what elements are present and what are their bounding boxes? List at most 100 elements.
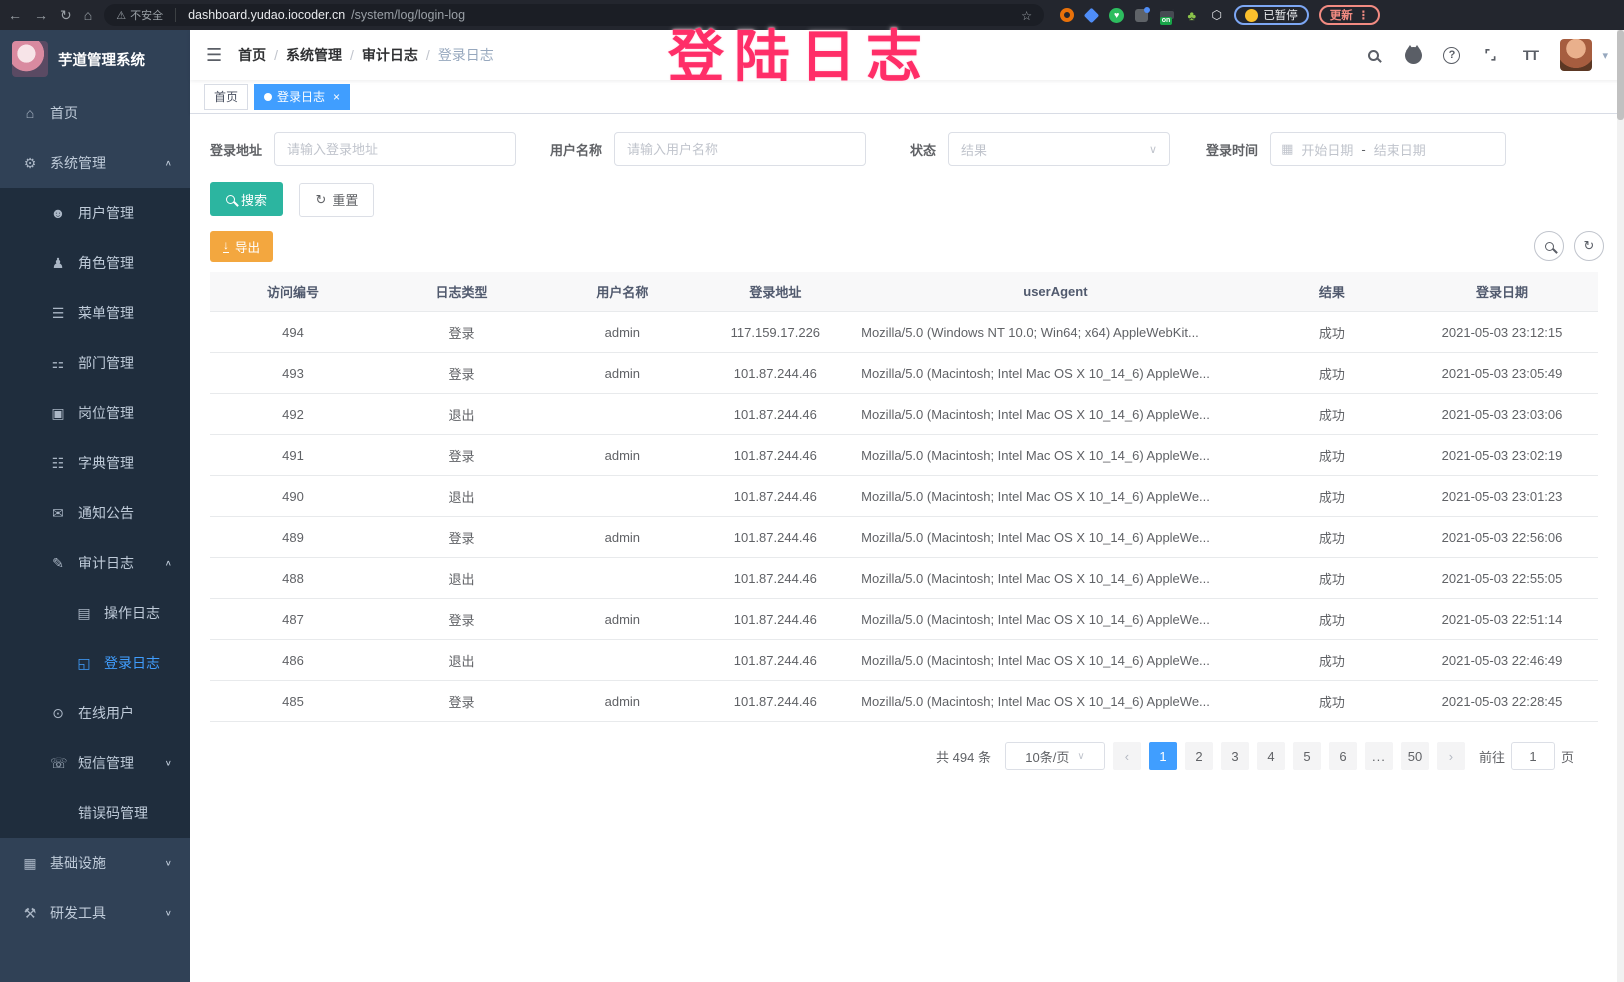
bookmark-star-icon[interactable]: ☆: [1020, 8, 1033, 23]
page-unit-label: 页: [1560, 749, 1574, 765]
extension-leaf-icon[interactable]: ♣: [1187, 7, 1196, 23]
sidebar-item-notice[interactable]: ✉ 通知公告: [0, 488, 190, 538]
help-icon[interactable]: ?: [1443, 46, 1461, 64]
date-range-picker[interactable]: ▦ 开始日期 - 结束日期: [1270, 132, 1507, 166]
browser-reload-icon[interactable]: ↻: [60, 7, 72, 23]
security-warning[interactable]: ⚠ 不安全: [116, 9, 164, 23]
page-button-1[interactable]: 1: [1148, 742, 1177, 770]
sidebar-item-dev-tools[interactable]: ⚒ 研发工具 ∨: [0, 888, 190, 938]
sidebar-item-post-mgmt[interactable]: ▣ 岗位管理: [0, 388, 190, 438]
sidebar-item-label: 菜单管理: [78, 305, 134, 321]
table-cell: 101.87.244.46: [697, 516, 854, 558]
page-button-6[interactable]: 6: [1328, 742, 1357, 770]
table-cell: 成功: [1257, 680, 1407, 722]
page-button-50[interactable]: 50: [1400, 742, 1429, 770]
page-size-select[interactable]: 10条/页 ∨: [1004, 742, 1105, 770]
dept-icon: ⚏: [51, 354, 65, 371]
table-cell: 成功: [1257, 598, 1407, 640]
login-log-icon: ◱: [77, 654, 91, 671]
app-logo-row[interactable]: 芋道管理系统: [0, 30, 190, 88]
table-cell: 成功: [1257, 434, 1407, 476]
sidebar-item-label: 系统管理: [50, 155, 106, 171]
sidebar-item-audit-log[interactable]: ✎ 审计日志 ∧: [0, 538, 190, 588]
page-ellipsis[interactable]: ...: [1364, 742, 1393, 770]
address-input[interactable]: [274, 132, 517, 166]
goto-page-input[interactable]: [1510, 742, 1555, 770]
chevron-up-icon: ∧: [164, 158, 172, 168]
sidebar-item-errcode-mgmt[interactable]: 错误码管理: [0, 788, 190, 838]
table-cell: Mozilla/5.0 (Macintosh; Intel Mac OS X 1…: [853, 639, 1258, 681]
table-header-row: 访问编号 日志类型 用户名称 登录地址 userAgent 结果 登录日期: [210, 271, 1598, 312]
sidebar-item-operate-log[interactable]: ▤ 操作日志: [0, 588, 190, 638]
sidebar-item-role-mgmt[interactable]: ♟ 角色管理: [0, 238, 190, 288]
total-count: 共 494 条: [936, 749, 991, 765]
extension-list-icon[interactable]: on: [1159, 9, 1174, 25]
browser-home-icon[interactable]: ⌂: [83, 7, 93, 23]
hamburger-icon[interactable]: ☰: [206, 44, 223, 65]
menu-icon: ☰: [51, 304, 65, 321]
breadcrumb-item[interactable]: 首页: [238, 47, 267, 63]
sidebar-item-online-user[interactable]: ⊙ 在线用户: [0, 688, 190, 738]
browser-forward-icon[interactable]: →: [34, 7, 48, 23]
status-label: 状态: [910, 142, 937, 158]
sidebar-item-login-log[interactable]: ◱ 登录日志: [0, 638, 190, 688]
refresh-table-button[interactable]: ↻: [1574, 231, 1604, 261]
table-row: 487 登录 admin 101.87.244.46 Mozilla/5.0 (Maci…: [210, 598, 1598, 640]
browser-back-icon[interactable]: ←: [8, 7, 22, 23]
browser-update-button[interactable]: 更新 ⋮: [1318, 5, 1381, 25]
breadcrumb-item[interactable]: 系统管理: [286, 47, 343, 63]
breadcrumb-item: 登录日志: [437, 47, 494, 63]
sidebar-item-system-mgmt[interactable]: ⚙ 系统管理 ∧: [0, 138, 190, 188]
page-button-3[interactable]: 3: [1220, 742, 1249, 770]
table-cell: 493: [210, 352, 376, 394]
prev-page-button[interactable]: ‹: [1112, 742, 1141, 770]
sidebar-item-user-mgmt[interactable]: ☻ 用户管理: [0, 188, 190, 238]
extension-grid-icon[interactable]: [1135, 6, 1151, 22]
page-button-4[interactable]: 4: [1256, 742, 1285, 770]
table-cell: 成功: [1257, 393, 1407, 435]
extension-blue-diamond-icon[interactable]: [1083, 7, 1100, 23]
scrollbar[interactable]: [1617, 30, 1624, 982]
table-cell: admin: [547, 680, 698, 722]
chevron-down-icon: ∨: [164, 908, 172, 918]
close-icon[interactable]: ×: [333, 89, 341, 104]
username-input[interactable]: [614, 132, 867, 166]
user-avatar[interactable]: [1560, 39, 1593, 71]
table-cell: 492: [210, 393, 376, 435]
profile-paused-badge[interactable]: 已暂停: [1234, 5, 1309, 25]
sidebar-item-dict-mgmt[interactable]: ☷ 字典管理: [0, 438, 190, 488]
chevron-down-icon: ∨: [1077, 750, 1085, 762]
table-cell: 退出: [375, 393, 548, 435]
sidebar-item-sms-mgmt[interactable]: ☏ 短信管理 ∨: [0, 738, 190, 788]
sidebar-item-dept-mgmt[interactable]: ⚏ 部门管理: [0, 338, 190, 388]
export-button[interactable]: ↓ 导出: [210, 230, 274, 262]
table-cell: 2021-05-03 22:28:45: [1406, 680, 1598, 722]
page-button-5[interactable]: 5: [1292, 742, 1321, 770]
next-page-button[interactable]: ›: [1436, 742, 1465, 770]
address-bar[interactable]: ⚠ 不安全 dashboard.yudao.iocoder.cn/system/…: [104, 4, 1045, 26]
fullscreen-icon[interactable]: ⌜⌟: [1484, 47, 1497, 62]
login-time-label: 登录时间: [1206, 142, 1259, 158]
search-icon[interactable]: [1363, 45, 1383, 65]
github-icon[interactable]: [1403, 44, 1423, 65]
extension-orange-icon[interactable]: [1060, 8, 1075, 22]
tab-login-log[interactable]: 登录日志 ×: [254, 83, 351, 110]
extensions-puzzle-icon[interactable]: ⬡: [1211, 8, 1222, 22]
breadcrumb-item[interactable]: 审计日志: [361, 47, 418, 63]
table-cell: 退出: [375, 557, 548, 599]
tab-home[interactable]: 首页: [204, 83, 249, 110]
avatar-caret-icon[interactable]: ▾: [1602, 49, 1608, 62]
goto-label: 前往: [1478, 749, 1505, 765]
toggle-search-button[interactable]: [1534, 231, 1564, 261]
gear-icon: ⚙: [23, 154, 37, 171]
browser-menu-icon[interactable]: ⋮: [1357, 10, 1370, 22]
sidebar-item-menu-mgmt[interactable]: ☰ 菜单管理: [0, 288, 190, 338]
extension-green-heart-icon[interactable]: ♥: [1109, 7, 1125, 23]
reset-button[interactable]: ↻ 重置: [299, 182, 375, 217]
sidebar-item-infra[interactable]: ▦ 基础设施 ∨: [0, 838, 190, 888]
sidebar-item-home[interactable]: ⌂ 首页: [0, 88, 190, 138]
status-select[interactable]: 结果 ∨: [948, 132, 1171, 166]
page-button-2[interactable]: 2: [1184, 742, 1213, 770]
font-size-icon[interactable]: TT: [1522, 47, 1539, 63]
search-button[interactable]: 搜索: [210, 182, 284, 216]
